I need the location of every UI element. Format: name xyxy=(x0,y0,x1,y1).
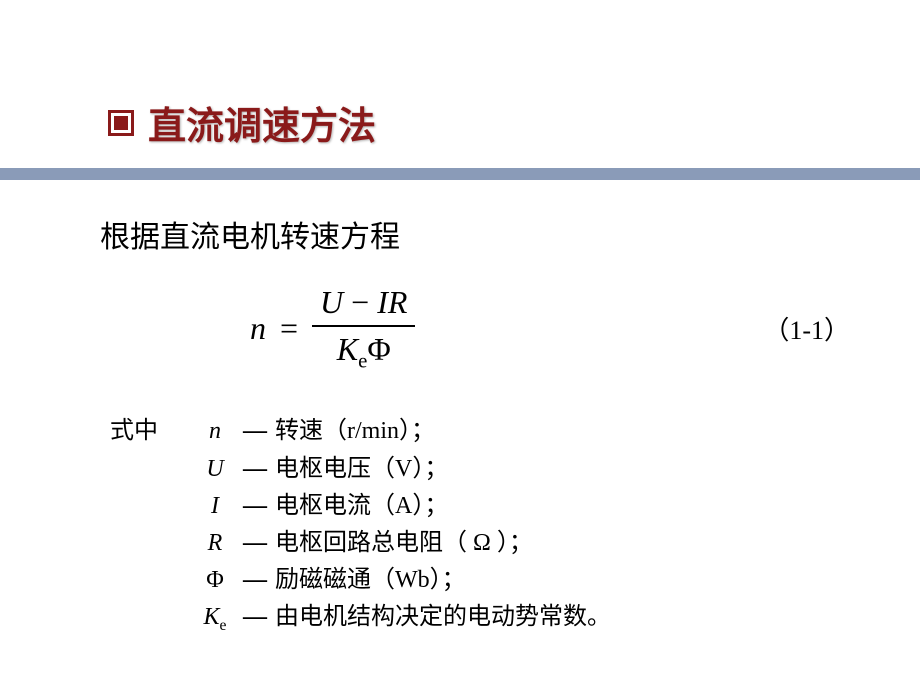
definition-dash: — xyxy=(243,451,267,488)
bullet-square-icon xyxy=(108,110,134,136)
horizontal-divider xyxy=(0,168,920,180)
definition-dash: — xyxy=(243,488,267,525)
definition-text: 电枢电压（V）； xyxy=(275,451,448,488)
definition-text: 励磁磁通（Wb）； xyxy=(275,562,466,599)
title-section: 直流调速方法 xyxy=(0,0,920,150)
speed-equation: n = U − IR KeΦ xyxy=(250,284,415,373)
definition-text: 转速（r/min）； xyxy=(275,413,435,450)
definition-dash: — xyxy=(243,599,267,636)
definition-row: Ke—由电机结构决定的电动势常数。 xyxy=(110,599,920,638)
definition-row: R—电枢回路总电阻（ Ω ）； xyxy=(110,525,920,562)
equation-fraction: U − IR KeΦ xyxy=(312,284,415,373)
definition-dash: — xyxy=(243,562,267,599)
fraction-denominator: KeΦ xyxy=(329,327,399,373)
denom-K-sub: e xyxy=(358,349,367,372)
definition-text: 电枢电流（A）； xyxy=(275,488,448,525)
numerator-U: U xyxy=(320,284,343,320)
definition-row: 式中n—转速（r/min）； xyxy=(110,413,920,450)
intro-text: 根据直流电机转速方程 xyxy=(100,212,920,256)
definition-symbol: Ke xyxy=(195,599,235,638)
definition-row: Φ—励磁磁通（Wb）； xyxy=(110,562,920,599)
content-area: 根据直流电机转速方程 n = U − IR KeΦ （1-1） 式中n—转速（r… xyxy=(0,180,920,638)
definition-symbol: R xyxy=(195,525,235,562)
denom-K: K xyxy=(337,331,358,367)
slide-title: 直流调速方法 xyxy=(148,95,376,150)
definition-symbol: I xyxy=(195,488,235,525)
numerator-IR: IR xyxy=(377,284,407,320)
equation-lhs: n xyxy=(250,310,266,347)
definition-row: I—电枢电流（A）； xyxy=(110,488,920,525)
definition-symbol: U xyxy=(195,451,235,488)
fraction-numerator: U − IR xyxy=(312,284,415,327)
equation-equals: = xyxy=(280,310,298,347)
title-row: 直流调速方法 xyxy=(108,95,920,150)
definition-text: 由电机结构决定的电动势常数。 xyxy=(275,599,611,636)
definition-dash: — xyxy=(243,525,267,562)
definition-text: 电枢回路总电阻（ Ω ）； xyxy=(275,525,533,562)
definition-symbol: Φ xyxy=(195,562,235,599)
definition-prefix: 式中 xyxy=(110,413,195,450)
denom-phi: Φ xyxy=(367,331,390,367)
equation-row: n = U − IR KeΦ （1-1） xyxy=(100,284,920,373)
definition-row: U—电枢电压（V）； xyxy=(110,451,920,488)
equation-number: （1-1） xyxy=(763,310,850,347)
definition-dash: — xyxy=(243,413,267,450)
definitions-list: 式中n—转速（r/min）；U—电枢电压（V）；I—电枢电流（A）；R—电枢回路… xyxy=(100,413,920,638)
numerator-minus: − xyxy=(343,284,377,320)
definition-symbol: n xyxy=(195,413,235,450)
